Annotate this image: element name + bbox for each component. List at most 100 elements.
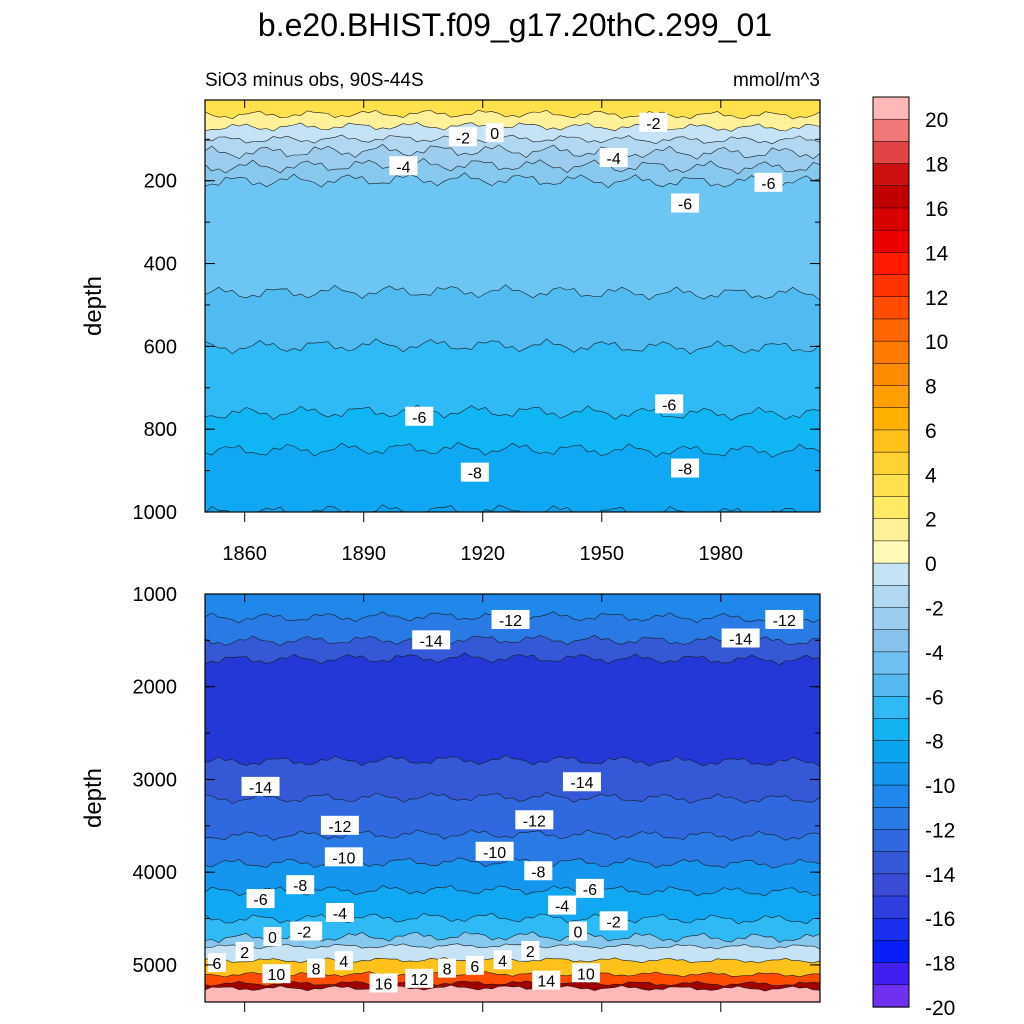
y-tick-label: 2000: [133, 677, 178, 699]
y-tick-label: 4000: [133, 862, 178, 884]
contour-label: -4: [599, 147, 628, 168]
contour-label: 0: [485, 123, 504, 143]
contour-label-text: -4: [396, 159, 410, 176]
contour-label-text: -8: [531, 864, 545, 881]
contour-label: -6: [655, 394, 684, 414]
contour-label-text: -6: [761, 176, 775, 193]
colorbar-label: -12: [925, 819, 955, 842]
colorbar-swatch: [872, 363, 910, 387]
contour-label: -2: [448, 127, 477, 147]
contour-label: -4: [548, 895, 577, 916]
upper-depth-panel: -2 0 -4 -4 -2 -6 -6 -6 -6 -8 -8 200 400 600 800 1000 186…: [80, 99, 821, 565]
contour-label-text: -8: [293, 878, 307, 895]
y-tick-label: 1000: [133, 584, 178, 606]
colorbar-swatch: [872, 962, 910, 986]
y-tick-label: 800: [144, 419, 177, 441]
colorbar-swatch: [872, 873, 910, 897]
contour-label: -12: [515, 810, 554, 830]
contour-label-text: -14: [729, 632, 752, 649]
y-tick-label: 600: [144, 336, 177, 358]
contour-label-text: -6: [583, 882, 597, 899]
contour-label-text: 14: [537, 974, 555, 991]
colorbar-label: -16: [925, 908, 955, 931]
contour-label-text: 8: [312, 962, 321, 979]
colorbar-label: -4: [925, 642, 944, 665]
colorbar-swatch: [872, 829, 910, 853]
contour-label: -10: [475, 841, 514, 862]
contour-label-text: -8: [468, 466, 482, 483]
contour-label-text: -12: [773, 613, 796, 630]
units-label: mmol/m^3: [733, 70, 820, 91]
contour-field: -12 -12 -14 -14 -14 -14 -12 -12 -10 -10 -8 -8 -6 -6 -4…: [205, 594, 820, 1002]
colorbar-frame: [872, 96, 910, 1008]
colorbar-swatch: [872, 296, 910, 320]
contour-label-text: 0: [490, 126, 499, 143]
colorbar-swatch: [872, 851, 910, 875]
contour-label: -12: [491, 609, 530, 630]
colorbar-swatch: [872, 185, 910, 209]
contour-label: 12: [405, 968, 434, 989]
colorbar-label: -2: [925, 597, 944, 620]
contour-label-text: -4: [555, 899, 569, 916]
contour-label-text: 10: [268, 967, 286, 984]
x-tick-label: 1950: [580, 543, 625, 565]
colorbar-label: -18: [925, 953, 955, 976]
x-tick-label: 1980: [699, 543, 744, 565]
contour-label-text: 12: [410, 972, 428, 989]
contour-label: -2: [639, 112, 668, 133]
contour-label: -10: [324, 847, 363, 867]
x-tick-label: 1890: [341, 543, 386, 565]
contour-label: -4: [389, 156, 418, 176]
contour-label-text: -12: [499, 613, 522, 630]
y-tick-label: 200: [144, 171, 177, 193]
colorbar-swatch: [872, 340, 910, 364]
colorbar-swatch: [872, 229, 910, 254]
contour-label-text: 6: [470, 959, 479, 976]
colorbar-swatch: [872, 518, 910, 542]
colorbar-swatch: [872, 429, 910, 453]
contour-label: 2: [521, 941, 540, 961]
colorbar-swatch: [872, 96, 910, 120]
contour-label: 10: [571, 963, 600, 983]
colorbar-swatch: [872, 673, 910, 697]
contour-label-text: 10: [577, 966, 595, 983]
colorbar-swatch: [872, 562, 910, 586]
chart-subtitle: SiO3 minus obs, 90S-44S: [205, 70, 424, 91]
colorbar-swatch: [872, 718, 910, 742]
x-tick-label: 1860: [222, 543, 267, 565]
contour-label-text: -10: [483, 845, 506, 862]
colorbar-swatch: [872, 762, 910, 786]
colorbar-label: 2: [925, 509, 937, 532]
colorbar-swatch: [872, 407, 910, 431]
colorbar-swatch: [872, 496, 910, 520]
colorbar: 20181614121086420-2-4-6-8-10-12-14-16-18…: [872, 96, 956, 1020]
y-tick-label: 400: [144, 254, 177, 276]
contour-label-text: -14: [570, 775, 593, 792]
colorbar-swatch: [872, 540, 910, 564]
colorbar-swatch: [872, 940, 910, 964]
contour-label: -8: [524, 861, 553, 881]
colorbar-swatch: [872, 740, 910, 764]
contour-label: 16: [369, 973, 398, 993]
contour-label: -4: [325, 902, 354, 923]
contour-label: -8: [286, 875, 315, 895]
contour-label: 4: [334, 951, 353, 971]
colorbar-label: -20: [925, 997, 955, 1020]
contour-label: 6: [465, 955, 484, 976]
y-axis-label: depth: [80, 276, 107, 336]
contour-label: 8: [307, 958, 326, 979]
colorbar-swatch: [872, 385, 910, 409]
colorbar-label: 4: [925, 464, 937, 487]
colorbar-label: -10: [925, 775, 955, 798]
contour-field: -2 0 -4 -4 -2 -6 -6 -6 -6 -8 -8: [205, 100, 820, 512]
colorbar-swatch: [872, 474, 910, 498]
contour-label: 4: [493, 950, 512, 970]
contour-label-text: -6: [412, 410, 426, 427]
contour-band: [205, 504, 798, 512]
contour-label: 0: [568, 921, 587, 942]
contour-label: -6: [246, 889, 275, 909]
contour-label-text: -2: [297, 925, 311, 942]
colorbar-swatch: [872, 207, 910, 231]
contour-label-text: 2: [240, 945, 249, 962]
